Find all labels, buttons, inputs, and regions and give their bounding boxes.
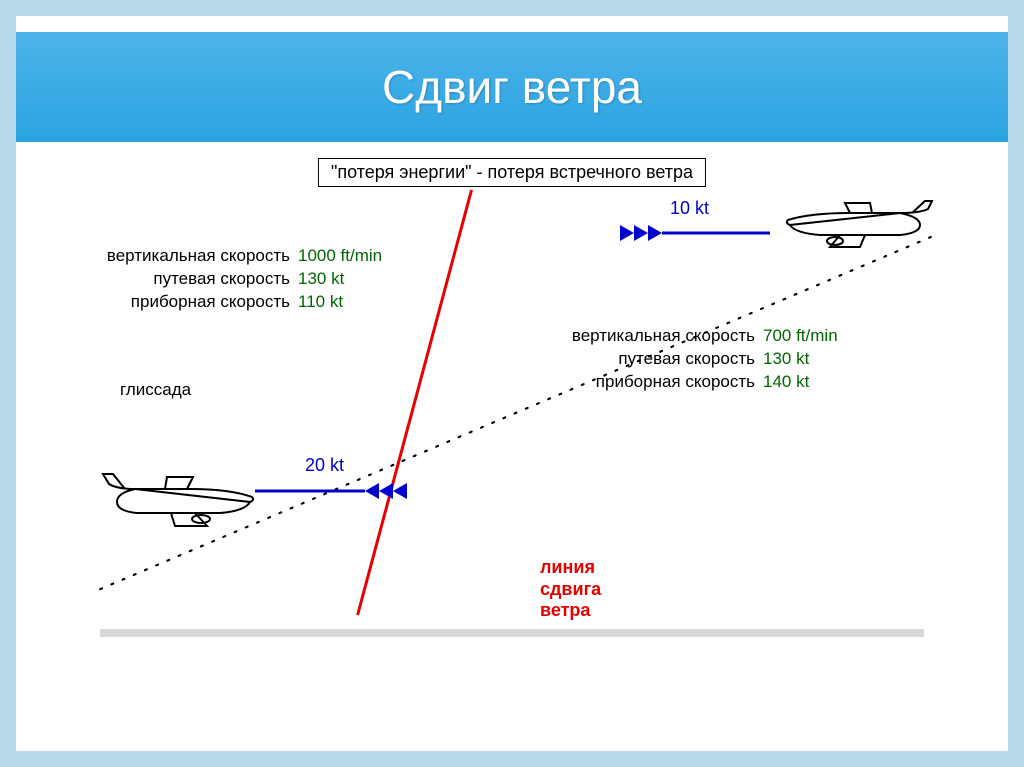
subtitle-box: "потеря энергии" - потеря встречного вет… bbox=[318, 158, 706, 187]
speed-value: 700 ft/min bbox=[763, 325, 838, 348]
speed-row: путевая скорость 130 kt bbox=[545, 348, 838, 371]
wind-upper-arrow-icon bbox=[620, 222, 770, 244]
airplane-upper-icon bbox=[780, 195, 935, 250]
speed-value: 140 kt bbox=[763, 371, 809, 394]
speed-label: вертикальная скорость bbox=[80, 245, 290, 268]
diagram-area: "потеря энергии" - потеря встречного вет… bbox=[60, 150, 964, 707]
speed-label: приборная скорость bbox=[80, 291, 290, 314]
glissada-label: глиссада bbox=[120, 380, 191, 400]
shear-label-line: сдвига bbox=[540, 579, 601, 601]
speed-row: приборная скорость 140 kt bbox=[545, 371, 838, 394]
wind-lower-label: 20 kt bbox=[305, 455, 344, 476]
speed-value: 1000 ft/min bbox=[298, 245, 382, 268]
speed-row: вертикальная скорость 700 ft/min bbox=[545, 325, 838, 348]
slide-title: Сдвиг ветра bbox=[382, 60, 642, 114]
speed-label: путевая скорость bbox=[545, 348, 755, 371]
wind-lower-arrow-icon bbox=[255, 480, 415, 502]
title-bar: Сдвиг ветра bbox=[16, 32, 1008, 142]
speed-label: вертикальная скорость bbox=[545, 325, 755, 348]
shear-label-line: ветра bbox=[540, 600, 601, 622]
speed-block-right: вертикальная скорость 700 ft/min путевая… bbox=[545, 325, 838, 394]
speed-value: 130 kt bbox=[298, 268, 344, 291]
shear-label-line: линия bbox=[540, 557, 601, 579]
speed-row: вертикальная скорость 1000 ft/min bbox=[80, 245, 382, 268]
wind-shear-label: линия сдвига ветра bbox=[540, 557, 601, 622]
speed-label: путевая скорость bbox=[80, 268, 290, 291]
speed-value: 130 kt bbox=[763, 348, 809, 371]
speed-row: приборная скорость 110 kt bbox=[80, 291, 382, 314]
speed-block-left: вертикальная скорость 1000 ft/min путева… bbox=[80, 245, 382, 314]
speed-value: 110 kt bbox=[298, 291, 343, 314]
airplane-lower-icon bbox=[95, 470, 260, 530]
ground-line bbox=[100, 629, 924, 637]
speed-label: приборная скорость bbox=[545, 371, 755, 394]
speed-row: путевая скорость 130 kt bbox=[80, 268, 382, 291]
wind-upper-label: 10 kt bbox=[670, 198, 709, 219]
